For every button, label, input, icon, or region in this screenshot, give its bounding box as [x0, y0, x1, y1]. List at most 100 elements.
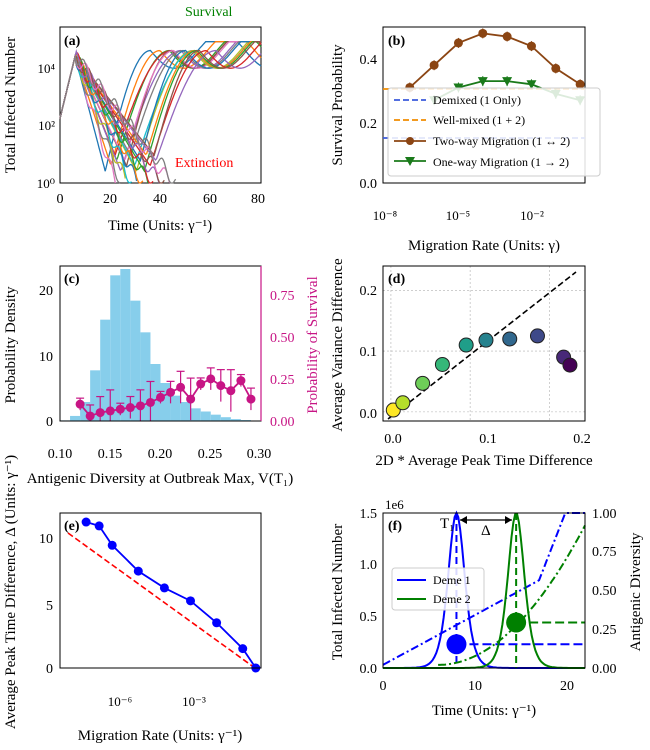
- xtick: 0.0: [384, 432, 402, 447]
- xtick: 10⁻³: [182, 694, 206, 709]
- scatter-point: [395, 395, 411, 411]
- panel-d-frame: [382, 265, 586, 422]
- ytick: 10: [39, 532, 53, 547]
- scatter-point: [478, 332, 494, 348]
- histogram-bar: [100, 319, 111, 421]
- xtick: 10: [468, 679, 482, 694]
- ytick: 10⁴: [37, 61, 55, 76]
- panel-d-ylabel: Average Variance Difference: [330, 258, 346, 432]
- ytick: 10⁰: [37, 176, 55, 191]
- survival-point: [226, 386, 236, 396]
- survival-point: [196, 379, 206, 389]
- panel-d-yticks: 0.0 0.1 0.2: [360, 284, 378, 422]
- panel-f-offset: 1e6: [385, 497, 404, 512]
- panel-e-xlabel: Migration Rate (Units: γ⁻¹): [78, 728, 242, 744]
- twoway-point: [478, 28, 488, 38]
- survival-point: [135, 401, 145, 411]
- survival-point: [85, 411, 95, 421]
- panel-c-yticks: 0 10 20: [39, 284, 53, 430]
- legend-oneway-marker: [405, 157, 415, 166]
- panel-f: (f) 1e6 T₁ Δ Deme 1 Deme 2 0 10 20 0.0 0…: [330, 497, 644, 719]
- ytick-right: 0.25: [270, 373, 295, 388]
- ytick-right: 0.00: [270, 415, 295, 430]
- twoway-point: [453, 38, 463, 48]
- panel-f-delta-label: Δ: [481, 523, 491, 539]
- legend-twoway: Two-way Migration (1 ↔ 2): [433, 134, 570, 148]
- panel-f-delta-arrowhead-left: [460, 516, 467, 524]
- ytick: 0.1: [360, 345, 378, 360]
- peak-difference-point: [186, 596, 196, 606]
- twoway-point: [429, 60, 439, 70]
- ytick: 0: [46, 662, 53, 677]
- peak-difference-point: [94, 521, 104, 531]
- histogram-bar: [90, 370, 101, 421]
- xtick: 0.15: [98, 447, 123, 462]
- xtick: 0.1: [479, 432, 497, 447]
- legend-wellmixed: Well-mixed (1 + 2): [433, 113, 525, 127]
- histogram-bar: [220, 417, 231, 421]
- panel-d: (d) 0.0 0.1 0.2 0.0 0.1 0.2 2D * Average…: [330, 258, 593, 469]
- panel-e-ylabel: Average Peak Time Difference, Δ (Units: …: [3, 455, 19, 729]
- panel-c: (c) 0.10 0.15 0.20 0.25 0.30 0 10 20 0.0…: [3, 265, 321, 487]
- xtick: 10⁻⁵: [446, 208, 470, 223]
- ytick: 1.5: [360, 507, 378, 522]
- xtick: 60: [203, 192, 217, 207]
- survival-point: [176, 382, 186, 392]
- panel-f-t1-label: T₁: [440, 516, 454, 532]
- panel-f-ylabel-right: Antigenic Diversity: [628, 532, 644, 651]
- histogram-bar: [210, 414, 221, 421]
- xtick: 40: [153, 192, 167, 207]
- survival-point: [145, 397, 155, 407]
- panel-b-xticks: 10⁻⁸ 10⁻⁵ 10⁻²: [373, 208, 544, 223]
- twoway-point: [526, 41, 536, 51]
- legend-twoway-marker: [406, 137, 414, 145]
- xtick: 0.30: [247, 447, 272, 462]
- panel-e-series: [81, 517, 261, 673]
- panel-a: (a) Survival Extinction 0 20 40 60 80 10…: [3, 5, 265, 234]
- ytick: 5: [46, 599, 53, 614]
- peak-difference-point: [212, 618, 222, 628]
- legend-box: [387, 87, 601, 177]
- peak-difference-point: [159, 583, 169, 593]
- panel-f-yticks: 0.0 0.5 1.0 1.5: [360, 507, 378, 677]
- twoway-point: [502, 32, 512, 42]
- panel-c-survival-series: [75, 367, 256, 421]
- panel-e-theory-line: [67, 532, 256, 669]
- twoway-line: [409, 32, 581, 89]
- panel-e-xticks: 10⁻⁶ 10⁻³: [108, 694, 206, 709]
- panel-f-xlabel: Time (Units: γ⁻¹): [432, 703, 536, 719]
- histogram-bar: [230, 419, 241, 421]
- panel-a-xticks: 0 20 40 60 80: [57, 192, 266, 207]
- survival-point: [216, 381, 226, 391]
- panel-c-ylabel-right: Probability of Survival: [305, 276, 321, 414]
- survival-point: [156, 392, 165, 402]
- panel-f-delta-arrowhead-right: [505, 516, 512, 524]
- panel-b-label: (b): [388, 34, 405, 49]
- ytick: 1.0: [360, 558, 378, 573]
- survival-point: [95, 408, 105, 418]
- peak-difference-point: [81, 517, 91, 527]
- xtick: 10⁻⁸: [373, 208, 398, 223]
- panel-e-label: (e): [64, 519, 80, 534]
- peak-difference-point: [133, 566, 143, 576]
- survival-point: [105, 406, 115, 416]
- xtick: 0.20: [148, 447, 173, 462]
- ytick: 0.0: [360, 407, 378, 422]
- panel-c-xticks: 0.10 0.15 0.20 0.25 0.30: [48, 447, 272, 462]
- ytick-right: 0.75: [270, 289, 295, 304]
- panel-c-ylabel: Probability Density: [3, 286, 19, 404]
- twoway-point: [551, 63, 561, 73]
- scatter-point: [434, 356, 450, 372]
- survival-point: [186, 394, 196, 404]
- legend-demixed: Demixed (1 Only): [433, 93, 521, 107]
- deme1-diversity: [382, 512, 585, 666]
- panel-a-survival-annotation: Survival: [185, 5, 233, 20]
- histogram-bar: [130, 300, 141, 421]
- peak-difference-point: [107, 540, 117, 550]
- trajectory-extinction: [59, 55, 165, 184]
- panel-b-xlabel: Migration Rate (Units: γ): [408, 238, 560, 254]
- histogram-bar: [80, 402, 91, 421]
- twoway-point: [575, 79, 585, 89]
- survival-point: [125, 403, 135, 413]
